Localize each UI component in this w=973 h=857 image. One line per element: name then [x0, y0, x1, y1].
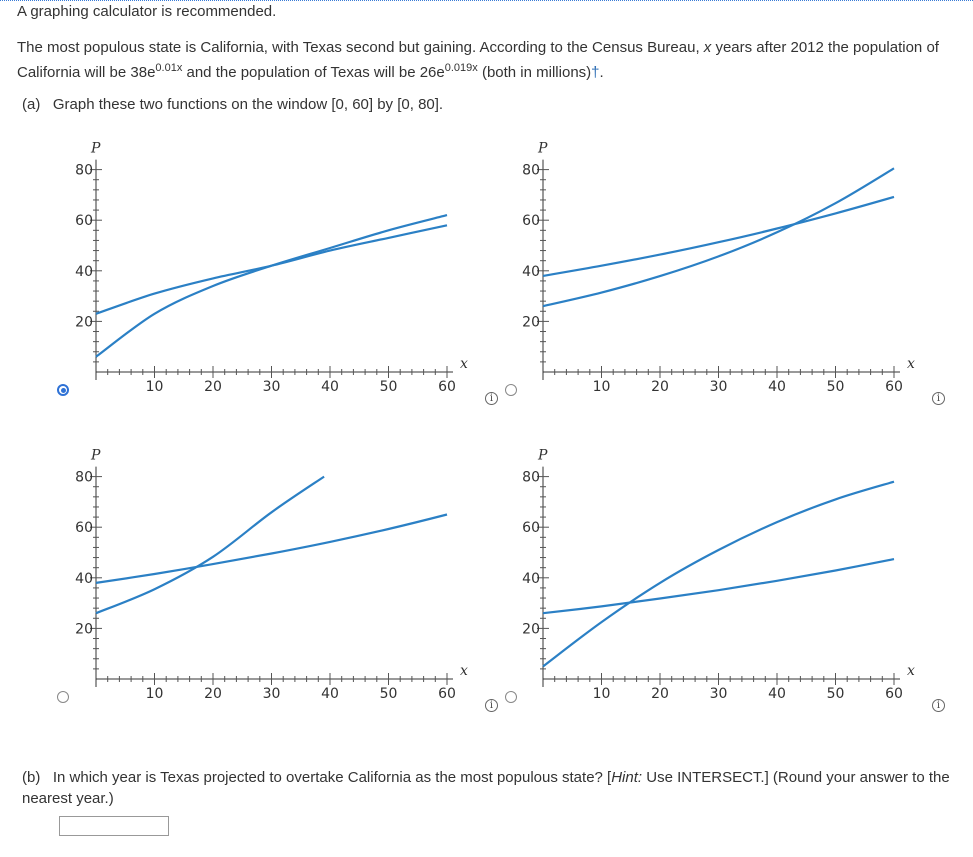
- y-tick-label: 60: [522, 213, 540, 229]
- x-tick-label: 30: [710, 686, 728, 702]
- x-tick-label: 40: [768, 379, 786, 395]
- y-axis-label: P: [537, 141, 548, 157]
- series-line-2: [95, 513, 448, 584]
- y-tick-label: 80: [75, 470, 93, 486]
- x-tick-label: 40: [321, 686, 339, 702]
- series-line-2: [542, 195, 895, 277]
- y-tick-label: 40: [75, 264, 93, 280]
- info-icon[interactable]: i: [485, 392, 498, 405]
- radio-option-3[interactable]: [57, 691, 69, 703]
- footnote-dagger[interactable]: †: [591, 64, 600, 81]
- part-a-label: (a): [22, 96, 41, 113]
- x-axis-label: x: [460, 356, 468, 372]
- x-tick-label: 20: [651, 686, 669, 702]
- y-tick-label: 80: [522, 163, 540, 179]
- y-tick-label: 80: [75, 163, 93, 179]
- radio-option-4[interactable]: [505, 691, 517, 703]
- x-tick-label: 60: [885, 686, 903, 702]
- graph-option-1: 10 20 30 40 50 60 20 40 60 80 x P: [75, 141, 468, 395]
- x-tick-label: 20: [204, 379, 222, 395]
- x-tick-label: 40: [321, 379, 339, 395]
- y-axis-label: P: [90, 448, 101, 464]
- graph-option-2: 10 20 30 40 50 60 20 40 60 80 x P: [522, 141, 915, 395]
- series-line-2: [95, 224, 448, 315]
- y-tick-label: 60: [75, 520, 93, 536]
- y-tick-label: 20: [75, 314, 93, 330]
- x-axis-label: x: [907, 663, 915, 679]
- calculator-note: A graphing calculator is recommended.: [17, 3, 277, 20]
- x-tick-label: 30: [710, 379, 728, 395]
- x-tick-label: 10: [146, 379, 164, 395]
- x-tick-label: 50: [827, 379, 845, 395]
- part-b-prompt: (b) In which year is Texas projected to …: [22, 769, 950, 807]
- y-tick-label: 20: [522, 314, 540, 330]
- y-tick-label: 20: [522, 621, 540, 637]
- x-axis-label: x: [907, 356, 915, 372]
- y-tick-label: 60: [522, 520, 540, 536]
- problem-intro: The most populous state is California, w…: [17, 39, 939, 81]
- x-tick-label: 50: [827, 686, 845, 702]
- x-tick-label: 50: [380, 379, 398, 395]
- x-tick-label: 20: [651, 379, 669, 395]
- x-tick-label: 40: [768, 686, 786, 702]
- y-tick-label: 40: [522, 264, 540, 280]
- series-line-2: [542, 558, 895, 615]
- x-tick-label: 10: [593, 379, 611, 395]
- part-b-label: (b): [22, 769, 41, 786]
- x-tick-label: 30: [263, 686, 281, 702]
- part-a-text: Graph these two functions on the window …: [52, 96, 444, 113]
- part-a-prompt: (a) Graph these two functions on the win…: [22, 96, 443, 113]
- exp-california: 0.01x: [155, 62, 183, 74]
- x-tick-label: 60: [438, 379, 456, 395]
- radio-option-1[interactable]: [57, 384, 69, 396]
- graph-option-4: 10 20 30 40 50 60 20 40 60 80 x P: [522, 448, 915, 702]
- info-icon[interactable]: i: [485, 699, 498, 712]
- x-tick-label: 30: [263, 379, 281, 395]
- x-tick-label: 20: [204, 686, 222, 702]
- x-tick-label: 50: [380, 686, 398, 702]
- y-tick-label: 60: [75, 213, 93, 229]
- series-line-1: [542, 480, 895, 668]
- y-axis-label: P: [90, 141, 101, 157]
- x-tick-label: 60: [438, 686, 456, 702]
- series-line-1: [542, 167, 895, 308]
- answer-input[interactable]: [59, 816, 169, 836]
- x-tick-label: 10: [593, 686, 611, 702]
- info-icon[interactable]: i: [932, 699, 945, 712]
- var-x: x: [703, 39, 712, 56]
- info-icon[interactable]: i: [932, 392, 945, 405]
- exp-texas: 0.019x: [444, 62, 478, 74]
- hint-label: Hint:: [611, 769, 643, 786]
- y-tick-label: 40: [75, 571, 93, 587]
- graph-option-3: 10 20 30 40 50 60 20 40 60 80 x P: [75, 448, 468, 702]
- radio-option-2[interactable]: [505, 384, 517, 396]
- y-axis-label: P: [537, 448, 548, 464]
- series-line-1: [95, 475, 325, 615]
- y-tick-label: 80: [522, 470, 540, 486]
- x-axis-label: x: [460, 663, 468, 679]
- x-tick-label: 10: [146, 686, 164, 702]
- y-tick-label: 20: [75, 621, 93, 637]
- top-dotted-border: [0, 0, 973, 1]
- x-tick-label: 60: [885, 379, 903, 395]
- y-tick-label: 40: [522, 571, 540, 587]
